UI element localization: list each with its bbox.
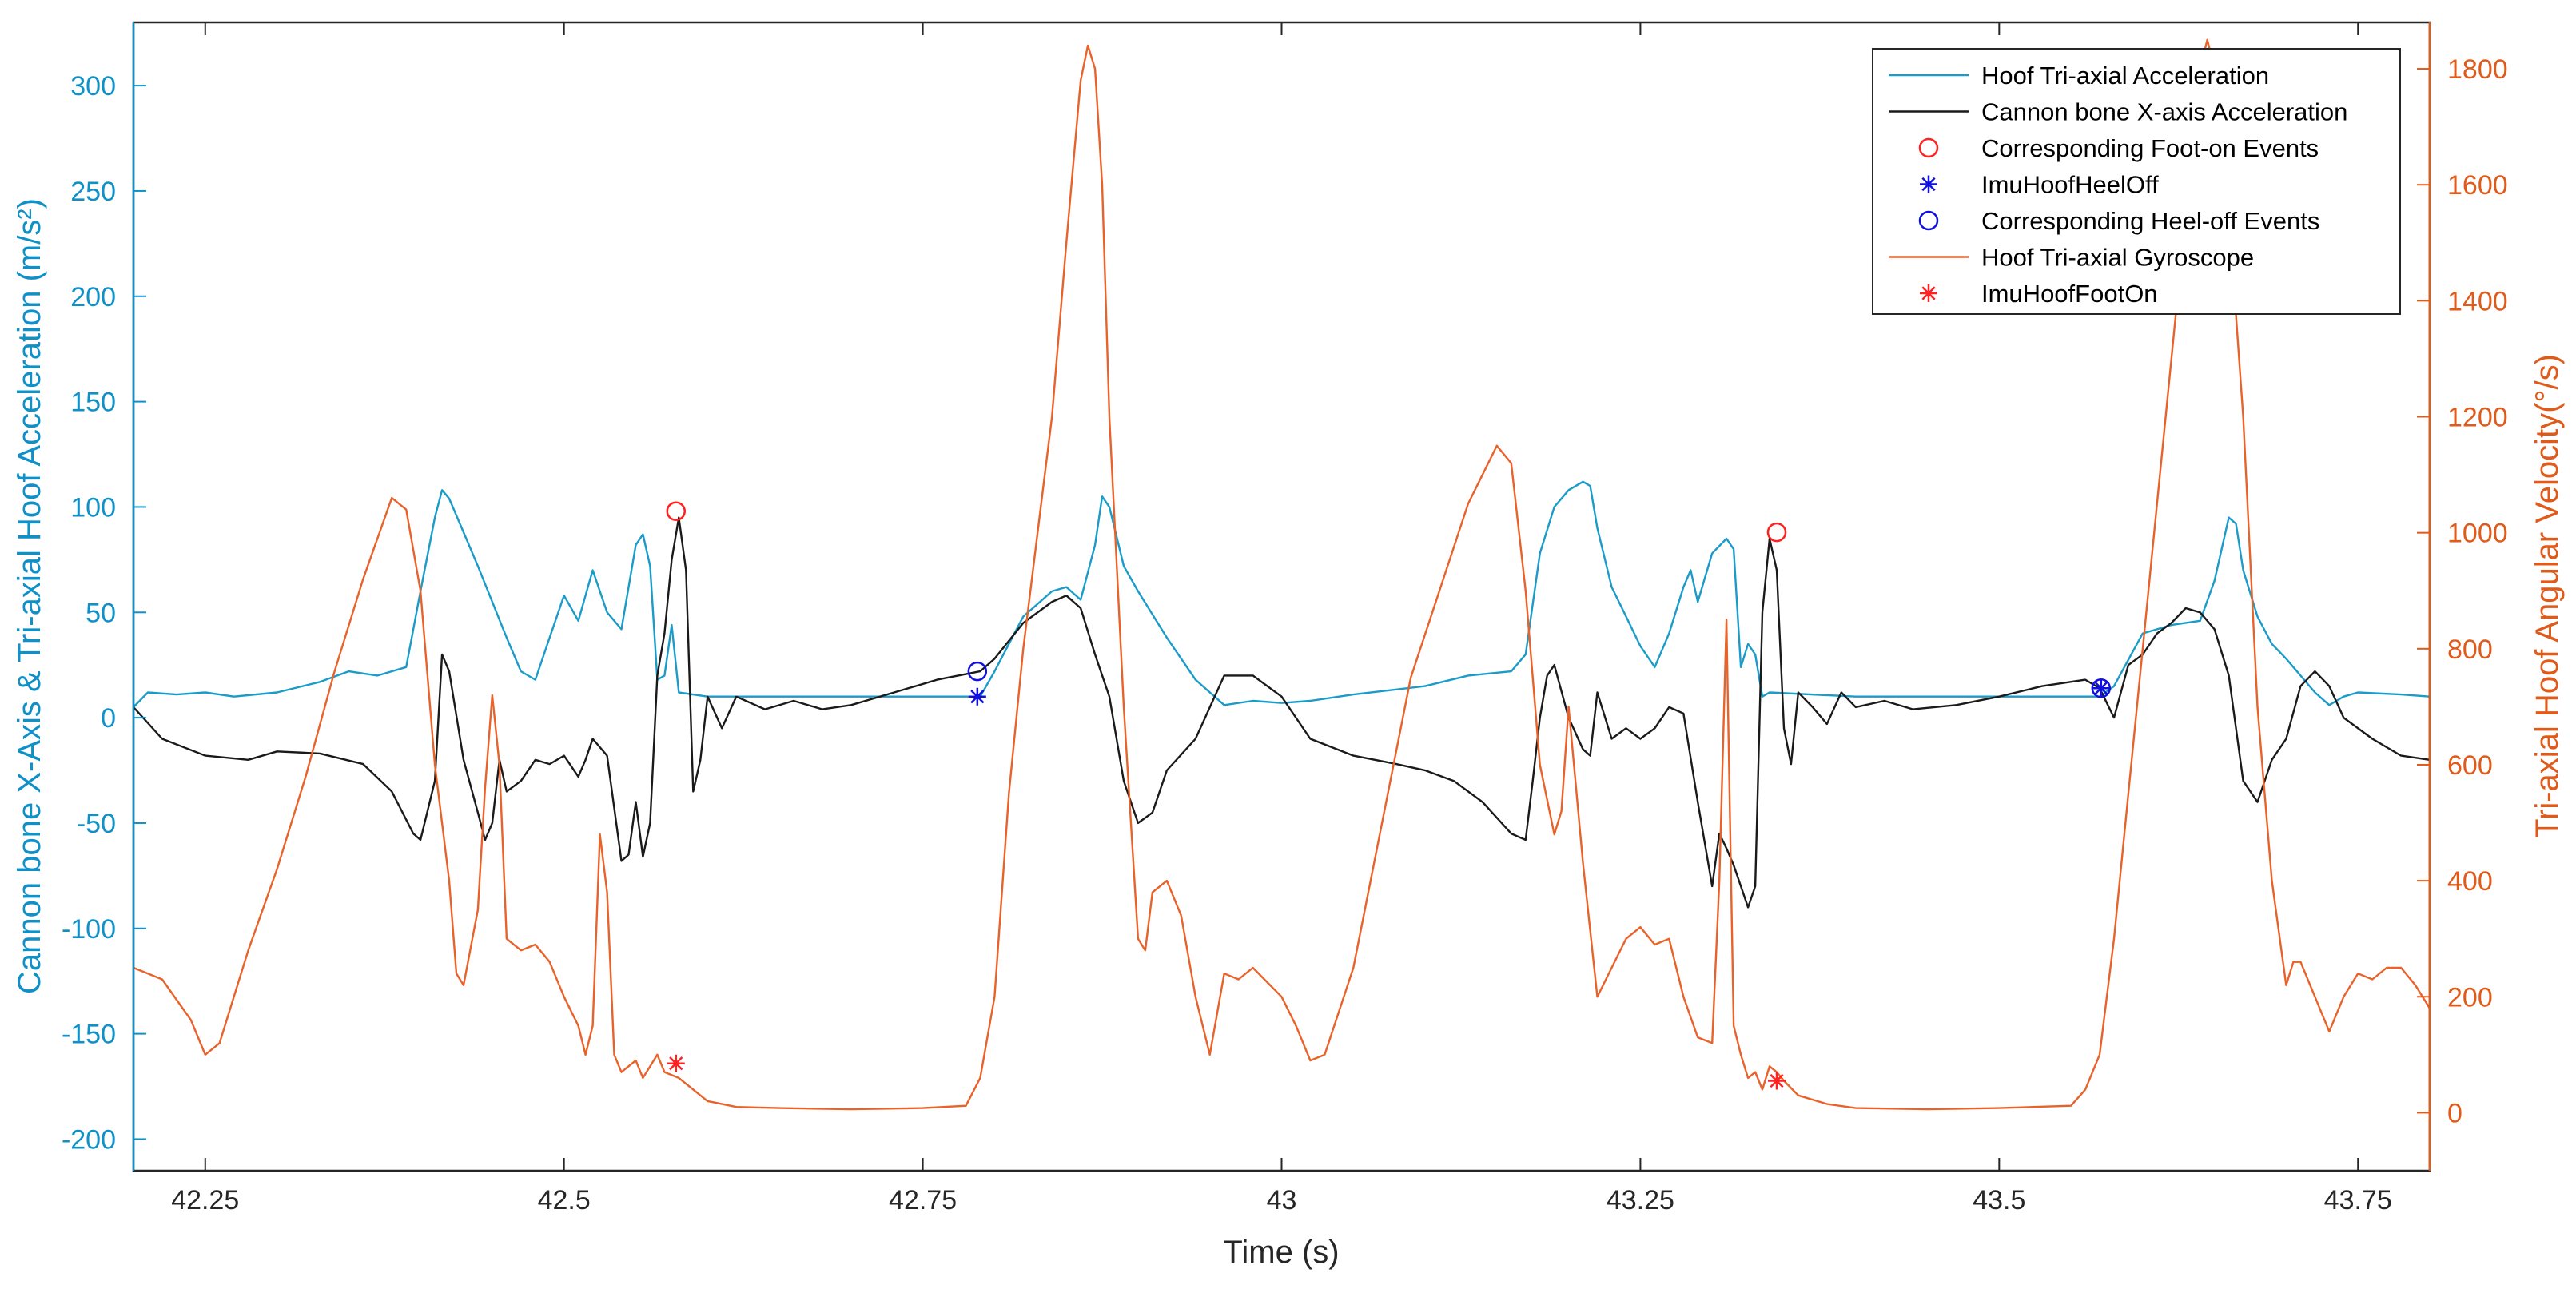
legend-marker-swatch xyxy=(1918,210,1939,231)
left-y-tick-label: 250 xyxy=(70,177,116,207)
legend-entry-hoof-tri-axial-acceleration: Hoof Tri-axial Acceleration xyxy=(1889,62,2269,90)
right-y-tick-label: 600 xyxy=(2447,750,2493,781)
legend-label: Cannon bone X-axis Acceleration xyxy=(1981,98,2347,126)
marker-imuhooffooton xyxy=(667,1054,685,1072)
marker-imuhooffooton xyxy=(1767,1072,1786,1090)
left-y-tick-label: 100 xyxy=(70,492,116,523)
left-y-tick-label: -50 xyxy=(77,809,116,839)
legend-entry-cannon-bone-x-axis-acceleration: Cannon bone X-axis Acceleration xyxy=(1889,98,2347,126)
right-y-axis-title: Tri-axial Hoof Angular Velocity(°/s) xyxy=(2530,354,2565,838)
marker-corresponding-heel-off-events xyxy=(2091,678,2112,698)
legend-label: Corresponding Foot-on Events xyxy=(1981,134,2319,162)
x-tick-label: 43.25 xyxy=(1607,1185,1674,1215)
left-y-tick-label: 0 xyxy=(101,703,116,734)
right-y-tick-label: 1600 xyxy=(2447,170,2508,201)
right-y-tick-label: 1000 xyxy=(2447,519,2508,549)
legend: Hoof Tri-axial Acceleration Cannon bone X… xyxy=(1872,48,2401,315)
x-tick-label: 43.5 xyxy=(1973,1185,2025,1215)
left-y-tick-label: 50 xyxy=(86,598,116,628)
right-y-tick-label: 1200 xyxy=(2447,403,2508,433)
right-y-tick-label: 800 xyxy=(2447,635,2493,665)
left-y-tick-label: 200 xyxy=(70,282,116,312)
legend-entry-corresponding-heel-off-events: Corresponding Heel-off Events xyxy=(1918,207,2319,235)
legend-label: Hoof Tri-axial Acceleration xyxy=(1981,62,2269,90)
legend-marker-swatch xyxy=(1920,175,1937,193)
series-line-hoof-tri-axial-acceleration xyxy=(133,480,2431,708)
right-y-tick-label: 1800 xyxy=(2447,54,2508,85)
legend-label: ImuHoofHeelOff xyxy=(1981,171,2159,199)
x-tick-label: 42.5 xyxy=(538,1185,591,1215)
legend-entry-hoof-tri-axial-gyroscope: Hoof Tri-axial Gyroscope xyxy=(1889,244,2254,272)
series-line-hoof-tri-axial-gyroscope xyxy=(133,38,2431,1111)
left-y-axis: -200 -150 -100 -50 0 50 100 150 200 250 300 xyxy=(62,22,146,1171)
legend-label: Hoof Tri-axial Gyroscope xyxy=(1981,244,2254,272)
x-tick-label: 42.75 xyxy=(889,1185,957,1215)
right-y-tick-label: 200 xyxy=(2447,982,2493,1013)
left-y-tick-label: 150 xyxy=(70,388,116,418)
legend-entry-corresponding-foot-on-events: Corresponding Foot-on Events xyxy=(1918,134,2319,162)
legend-entry-imuhoofheeloff: ImuHoofHeelOff xyxy=(1920,171,2159,199)
legend-label: ImuHoofFootOn xyxy=(1981,280,2158,308)
legend-entry-imuhooffooton: ImuHoofFootOn xyxy=(1920,280,2158,308)
series-layer xyxy=(133,38,2431,1111)
left-y-tick-label: -200 xyxy=(62,1124,116,1155)
series-line-cannon-bone-x-axis-acceleration xyxy=(133,516,2431,909)
right-y-axis: 0 200 400 600 800 1000 1200 1400 1600 1800 xyxy=(2417,22,2508,1171)
legend-label: Corresponding Heel-off Events xyxy=(1981,207,2319,235)
marker-corresponding-foot-on-events xyxy=(1766,522,1787,543)
left-y-tick-label: 300 xyxy=(70,71,116,101)
left-y-axis-title: Cannon bone X-Axis & Tri-axial Hoof Acce… xyxy=(12,198,47,994)
x-tick-label: 43 xyxy=(1267,1185,1297,1215)
marker-imuhoofheeloff xyxy=(2092,679,2110,698)
left-y-tick-label: -150 xyxy=(62,1020,116,1050)
right-y-tick-label: 400 xyxy=(2447,866,2493,897)
marker-corresponding-foot-on-events xyxy=(666,501,686,521)
right-y-tick-label: 1400 xyxy=(2447,286,2508,316)
legend-marker-swatch xyxy=(1918,137,1939,158)
left-y-tick-label: -100 xyxy=(62,914,116,945)
right-y-tick-label: 0 xyxy=(2447,1098,2463,1128)
x-axis-title: Time (s) xyxy=(1223,1235,1339,1270)
x-tick-label: 42.25 xyxy=(171,1185,239,1215)
marker-layer xyxy=(666,501,2112,1090)
x-tick-label: 43.75 xyxy=(2324,1185,2392,1215)
x-axis: 42.25 42.5 42.75 43 43.25 43.5 43.75 xyxy=(171,22,2392,1215)
marker-corresponding-heel-off-events xyxy=(967,661,988,682)
marker-imuhoofheeloff xyxy=(968,687,986,706)
legend-box xyxy=(1872,48,2401,315)
legend-marker-swatch xyxy=(1920,284,1937,302)
